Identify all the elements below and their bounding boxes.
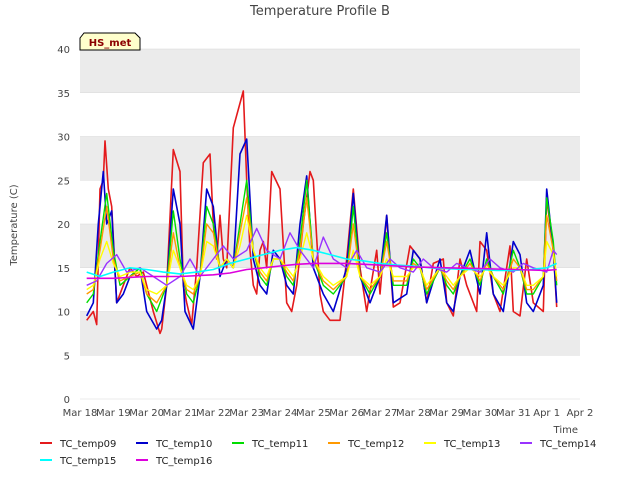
chart-title: Temperature Profile B	[249, 4, 390, 19]
y-tick-label: 30	[57, 133, 70, 144]
series-line-tc_temp13	[86, 214, 558, 295]
x-tick-label: Mar 22	[196, 408, 231, 419]
x-tick-label: Mar 26	[329, 408, 364, 419]
legend-label: TC_temp10	[155, 439, 212, 450]
y-tick-label: 0	[64, 395, 70, 406]
y-axis-ticks: 0 5 10 15 20 25 30 35 40	[57, 45, 70, 406]
series-line-tc_temp16	[86, 262, 557, 280]
legend-item: TC_temp10	[136, 439, 212, 450]
x-tick-label: Mar 23	[229, 408, 264, 419]
badge-box	[79, 32, 141, 51]
series-lines	[85, 90, 558, 335]
legend-label: TC_temp15	[59, 456, 116, 467]
y-tick-label: 15	[57, 264, 70, 275]
legend-label: TC_temp13	[443, 439, 500, 450]
legend-item: TC_temp12	[328, 439, 404, 450]
series-line-tc_temp14	[86, 227, 558, 286]
legend-label: TC_temp14	[539, 439, 596, 450]
x-tick-label: Mar 28	[396, 408, 431, 419]
badge-label: HS_met	[89, 38, 132, 49]
x-tick-label: Mar 25	[296, 408, 331, 419]
x-tick-label: Mar 31	[496, 408, 531, 419]
x-tick-label: Mar 24	[263, 408, 298, 419]
grid-band	[80, 136, 580, 181]
legend-item: TC_temp16	[136, 456, 212, 467]
x-tick-label: Mar 20	[129, 408, 164, 419]
x-tick-label: Mar 30	[463, 408, 498, 419]
legend-label: TC_temp12	[347, 439, 404, 450]
y-tick-label: 10	[57, 308, 70, 319]
grid-bands	[80, 48, 580, 400]
legend-label: TC_temp16	[155, 456, 212, 467]
y-tick-label: 25	[57, 176, 70, 187]
legend-label: TC_temp09	[59, 439, 116, 450]
x-tick-label: Apr 1	[533, 408, 560, 419]
y-axis-label: Temperature (C)	[9, 184, 20, 266]
y-tick-label: 5	[64, 351, 70, 362]
x-tick-label: Mar 21	[163, 408, 198, 419]
x-axis-label: Time	[553, 425, 578, 436]
x-tick-label: Mar 18	[63, 408, 98, 419]
legend-label: TC_temp11	[251, 439, 308, 450]
legend-item: TC_temp15	[40, 456, 116, 467]
y-tick-label: 35	[57, 89, 70, 100]
grid-band	[80, 49, 580, 93]
legend-item: TC_temp11	[232, 439, 308, 450]
x-tick-label: Mar 19	[96, 408, 131, 419]
legend-item: TC_temp09	[40, 439, 116, 450]
grid-band	[80, 224, 580, 268]
x-tick-label: Mar 27	[363, 408, 398, 419]
y-tick-label: 40	[57, 45, 70, 56]
x-tick-label: Mar 29	[429, 408, 464, 419]
x-tick-label: Apr 2	[567, 408, 594, 419]
legend: TC_temp09 TC_temp10 TC_temp11 TC_temp12 TC_t…	[40, 439, 596, 467]
y-tick-label: 20	[57, 220, 70, 231]
series-line-tc_temp15	[86, 246, 558, 278]
station-badge: HS_met	[79, 32, 141, 51]
legend-item: TC_temp13	[424, 439, 500, 450]
legend-item: TC_temp14	[520, 439, 596, 450]
